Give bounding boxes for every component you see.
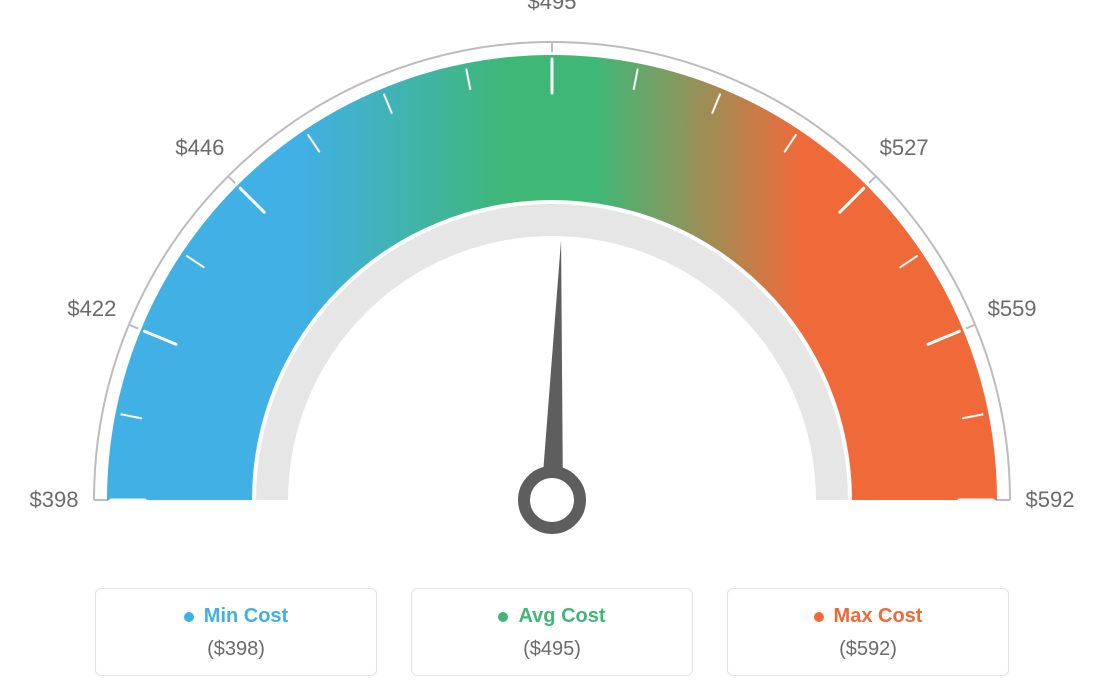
needle-hub — [524, 472, 580, 528]
outer-major-stub — [966, 325, 975, 329]
gauge-svg — [0, 0, 1104, 690]
tick-label: $527 — [880, 135, 929, 161]
legend-box-max: Max Cost ($592) — [727, 588, 1009, 676]
legend-value-avg: ($495) — [412, 638, 692, 661]
outer-major-stub — [869, 176, 876, 183]
tick-label: $495 — [528, 0, 577, 15]
legend-dot-icon — [814, 612, 824, 622]
legend-title-max: Max Cost — [814, 605, 923, 628]
legend-dot-icon — [498, 612, 508, 622]
legend-dot-icon — [184, 612, 194, 622]
legend-row: Min Cost ($398) Avg Cost ($495) Max Cost ($59… — [0, 588, 1104, 676]
legend-title-label: Min Cost — [204, 605, 288, 628]
tick-label: $398 — [30, 487, 79, 513]
tick-label: $446 — [175, 135, 224, 161]
legend-title-avg: Avg Cost — [498, 605, 605, 628]
legend-title-min: Min Cost — [184, 605, 288, 628]
legend-box-avg: Avg Cost ($495) — [411, 588, 693, 676]
legend-title-label: Avg Cost — [518, 605, 605, 628]
outer-major-stub — [129, 325, 138, 329]
legend-value-min: ($398) — [96, 638, 376, 661]
outer-major-stub — [228, 176, 235, 183]
gauge-needle — [541, 240, 563, 500]
legend-value-max: ($592) — [728, 638, 1008, 661]
tick-label: $422 — [67, 296, 116, 322]
tick-label: $592 — [1026, 487, 1075, 513]
cost-gauge-chart: Min Cost ($398) Avg Cost ($495) Max Cost ($59… — [0, 0, 1104, 690]
tick-label: $559 — [988, 296, 1037, 322]
legend-title-label: Max Cost — [834, 605, 923, 628]
legend-box-min: Min Cost ($398) — [95, 588, 377, 676]
